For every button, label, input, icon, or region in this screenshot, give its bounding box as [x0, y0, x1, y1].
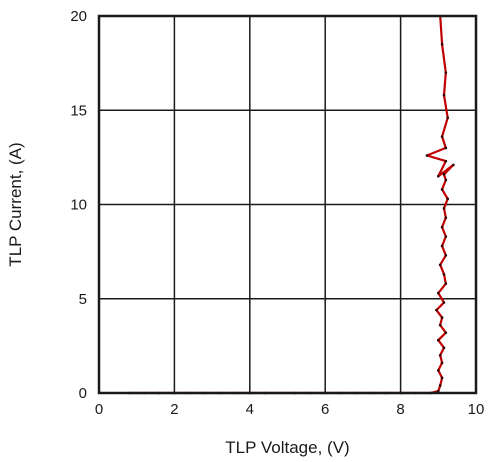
- data-point: [442, 173, 446, 176]
- data-point: [440, 225, 444, 229]
- data-point: [438, 384, 442, 387]
- y-axis-title: TLP Current, (A): [6, 142, 25, 266]
- x-tick-labels: 0 2 4 6 8 10: [95, 401, 485, 418]
- data-point: [444, 282, 448, 285]
- data-point: [444, 159, 448, 163]
- data-point: [444, 216, 448, 219]
- y-tick-labels: 0 5 10 15 20: [70, 8, 87, 402]
- data-point: [440, 135, 444, 138]
- data-point: [442, 206, 446, 210]
- data-point: [440, 42, 444, 46]
- y-tick-label: 10: [70, 197, 87, 214]
- data-point: [440, 244, 444, 248]
- data-point: [442, 272, 446, 276]
- x-tick-label: 4: [246, 401, 254, 418]
- data-point: [440, 316, 444, 319]
- data-point: [444, 178, 448, 182]
- grid: [99, 16, 476, 393]
- data-point: [437, 369, 440, 372]
- data-point: [440, 376, 444, 380]
- data-point: [446, 116, 450, 120]
- data-point: [444, 254, 448, 257]
- data-point: [452, 163, 455, 167]
- data-point: [444, 235, 448, 238]
- data-point: [437, 338, 440, 342]
- data-point: [440, 188, 444, 191]
- data-point: [442, 301, 446, 304]
- data-point: [444, 146, 448, 150]
- data-point: [437, 291, 440, 295]
- y-tick-label: 15: [70, 102, 87, 119]
- data-point: [444, 71, 448, 74]
- y-tick-label: 5: [79, 291, 87, 308]
- data-point: [442, 346, 446, 350]
- x-axis-title: TLP Voltage, (V): [225, 438, 349, 457]
- plot-frame: [97, 14, 478, 395]
- x-tick-label: 6: [321, 401, 329, 418]
- y-tick-label: 0: [79, 385, 87, 402]
- x-tick-label: 2: [170, 401, 178, 418]
- y-tick-label: 20: [70, 8, 87, 25]
- data-point: [438, 323, 442, 327]
- data-point: [435, 308, 438, 312]
- data-point: [438, 263, 442, 267]
- data-point: [425, 154, 429, 157]
- x-tick-label: 0: [95, 401, 103, 418]
- data-point: [438, 354, 442, 357]
- x-tick-label: 10: [468, 401, 485, 418]
- x-tick-label: 8: [396, 401, 404, 418]
- data-point: [446, 197, 450, 201]
- data-point: [444, 331, 448, 334]
- data-point: [440, 361, 444, 365]
- data-point: [437, 174, 440, 178]
- data-point: [442, 93, 446, 97]
